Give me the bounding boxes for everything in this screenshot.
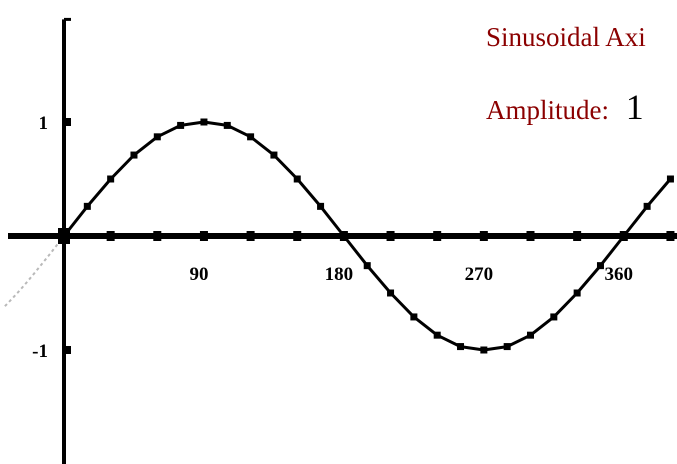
amplitude-readout: Amplitude: 1 xyxy=(486,86,644,128)
curve-point xyxy=(387,289,395,297)
x-tick xyxy=(573,231,582,241)
y-tick-label: 1 xyxy=(39,113,49,134)
curve-point xyxy=(363,262,371,270)
x-tick xyxy=(433,231,442,241)
curve-point xyxy=(503,343,511,351)
amplitude-value: 1 xyxy=(625,87,644,127)
curve-point xyxy=(666,175,674,183)
x-tick xyxy=(526,231,535,241)
x-tick-label: 180 xyxy=(325,264,354,285)
curve-point xyxy=(433,331,441,339)
chart-title: Sinusoidal Axi xyxy=(486,22,646,52)
curve-point xyxy=(200,118,208,126)
curve-point xyxy=(153,133,161,141)
x-tick xyxy=(199,231,208,241)
amplitude-label: Amplitude: xyxy=(486,95,609,125)
curve-point xyxy=(457,343,465,351)
curve-point xyxy=(177,121,185,129)
x-tick xyxy=(619,231,628,241)
x-tick-label: 90 xyxy=(189,264,208,285)
axis-ticks xyxy=(58,118,675,354)
origin-marker xyxy=(58,228,70,244)
ghost-curve-trace xyxy=(4,235,65,307)
curve-point xyxy=(317,202,325,210)
curve-point xyxy=(573,289,581,297)
x-tick-label: 360 xyxy=(605,264,634,285)
x-tick-label: 270 xyxy=(465,264,494,285)
y-tick xyxy=(62,346,71,354)
x-tick xyxy=(153,231,162,241)
curve-point xyxy=(550,313,558,321)
curve-point xyxy=(410,313,418,321)
curve-point xyxy=(223,121,231,129)
curve-point xyxy=(270,151,278,159)
sine-curve xyxy=(60,118,674,354)
curve-point xyxy=(293,175,301,183)
x-tick xyxy=(293,231,302,241)
x-tick xyxy=(106,231,115,241)
curve-point xyxy=(107,175,115,183)
tick-labels: 90 180 270 360 1 -1 xyxy=(32,113,633,362)
x-tick xyxy=(666,231,675,241)
curve-point xyxy=(596,262,604,270)
x-tick xyxy=(246,231,255,241)
ghost-curve-path xyxy=(4,235,65,307)
x-tick xyxy=(479,231,488,241)
curve-point xyxy=(247,133,255,141)
x-tick xyxy=(386,231,395,241)
x-tick xyxy=(339,231,348,241)
y-tick xyxy=(62,118,71,126)
curve-point xyxy=(527,331,534,339)
curve-point xyxy=(130,151,138,159)
y-tick-label: -1 xyxy=(32,341,48,362)
curve-point xyxy=(83,202,91,210)
curve-point xyxy=(643,202,651,210)
curve-point xyxy=(480,346,488,354)
